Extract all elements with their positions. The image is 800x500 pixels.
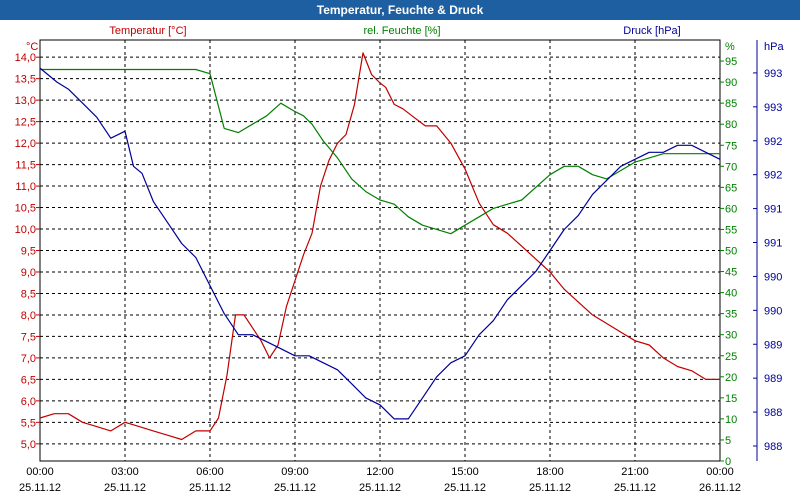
pressure-tick-label: 992: [764, 136, 782, 148]
temperature-tick-label: 13,5: [15, 74, 36, 86]
x-tick-date: 25.11.12: [274, 482, 316, 494]
temperature-tick-label: 12,0: [15, 138, 36, 150]
humidity-legend: rel. Feuchte [%]: [363, 25, 440, 37]
pressure-tick-label: 989: [764, 339, 782, 351]
humidity-tick-label: 0: [725, 456, 731, 468]
temperature-tick-label: 7,5: [21, 331, 36, 343]
x-tick-time: 18:00: [536, 466, 564, 478]
temperature-legend: Temperatur [°C]: [109, 25, 186, 37]
pressure-tick-label: 993: [764, 68, 782, 80]
humidity-tick-label: 65: [725, 182, 737, 194]
pressure-legend: Druck [hPa]: [623, 25, 680, 37]
pressure-tick-label: 991: [764, 204, 782, 216]
temperature-unit: °C: [26, 41, 38, 53]
humidity-tick-label: 45: [725, 267, 737, 279]
x-tick-time: 21:00: [621, 466, 649, 478]
x-tick-time: 00:00: [706, 466, 734, 478]
humidity-tick-label: 75: [725, 140, 737, 152]
x-tick-date: 25.11.12: [614, 482, 656, 494]
humidity-tick-label: 90: [725, 77, 737, 89]
x-tick-date: 25.11.12: [529, 482, 571, 494]
x-tick-date: 26.11.12: [699, 482, 741, 494]
temperature-tick-label: 8,0: [21, 310, 36, 322]
temperature-tick-label: 13,0: [15, 95, 36, 107]
x-tick-date: 25.11.12: [104, 482, 146, 494]
humidity-tick-label: 25: [725, 351, 737, 363]
pressure-tick-label: 988: [764, 407, 782, 419]
x-tick-time: 12:00: [366, 466, 394, 478]
x-tick-time: 00:00: [26, 466, 54, 478]
pressure-tick-label: 992: [764, 170, 782, 182]
temperature-tick-label: 8,5: [21, 288, 36, 300]
humidity-series-line: [40, 68, 720, 235]
temperature-tick-label: 10,0: [15, 224, 36, 236]
humidity-tick-label: 50: [725, 246, 737, 258]
temperature-tick-label: 5,5: [21, 417, 36, 429]
pressure-tick-label: 988: [764, 441, 782, 453]
humidity-tick-label: 10: [725, 414, 737, 426]
humidity-tick-label: 95: [725, 56, 737, 68]
temperature-tick-label: 12,5: [15, 117, 36, 129]
x-tick-time: 03:00: [111, 466, 139, 478]
temperature-tick-label: 6,5: [21, 374, 36, 386]
temperature-tick-label: 7,0: [21, 353, 36, 365]
x-tick-time: 09:00: [281, 466, 309, 478]
x-tick-time: 06:00: [196, 466, 224, 478]
pressure-unit: hPa: [764, 41, 784, 53]
temperature-tick-label: 6,0: [21, 396, 36, 408]
humidity-tick-label: 15: [725, 393, 737, 405]
x-tick-date: 25.11.12: [19, 482, 61, 494]
pressure-tick-label: 990: [764, 305, 782, 317]
humidity-unit: %: [725, 41, 735, 53]
humidity-tick-label: 35: [725, 309, 737, 321]
humidity-tick-label: 85: [725, 98, 737, 110]
humidity-tick-label: 40: [725, 288, 737, 300]
humidity-tick-label: 55: [725, 224, 737, 236]
temperature-tick-label: 10,5: [15, 203, 36, 215]
humidity-tick-label: 80: [725, 119, 737, 131]
chart-canvas: 00:00 25.11.12 03:00 25.11.12 06:00 25.11.12 0…: [15, 25, 785, 494]
humidity-tick-label: 5: [725, 435, 731, 447]
temperature-tick-label: 9,5: [21, 246, 36, 258]
temperature-tick-label: 9,0: [21, 267, 36, 279]
humidity-tick-label: 60: [725, 203, 737, 215]
temperature-tick-label: 5,0: [21, 439, 36, 451]
x-tick-date: 25.11.12: [189, 482, 231, 494]
temperature-tick-label: 11,0: [15, 181, 36, 193]
temperature-series-line: [39, 52, 720, 441]
series-layer: [39, 52, 721, 441]
x-tick-time: 15:00: [451, 466, 479, 478]
humidity-tick-label: 20: [725, 372, 737, 384]
axis-layer: 00:00 25.11.12 03:00 25.11.12 06:00 25.11.12 0…: [15, 25, 785, 494]
pressure-tick-label: 989: [764, 373, 782, 385]
grid-layer: [40, 40, 720, 461]
pressure-tick-label: 993: [764, 102, 782, 114]
pressure-series-line: [39, 67, 721, 420]
humidity-tick-label: 30: [725, 330, 737, 342]
chart-title: Temperatur, Feuchte & Druck: [0, 0, 800, 20]
temperature-tick-label: 11,5: [15, 160, 36, 172]
pressure-tick-label: 991: [764, 238, 782, 250]
x-tick-date: 25.11.12: [444, 482, 486, 494]
temperature-tick-label: 14,0: [15, 52, 36, 64]
x-tick-date: 25.11.12: [359, 482, 401, 494]
pressure-tick-label: 990: [764, 271, 782, 283]
humidity-tick-label: 70: [725, 161, 737, 173]
